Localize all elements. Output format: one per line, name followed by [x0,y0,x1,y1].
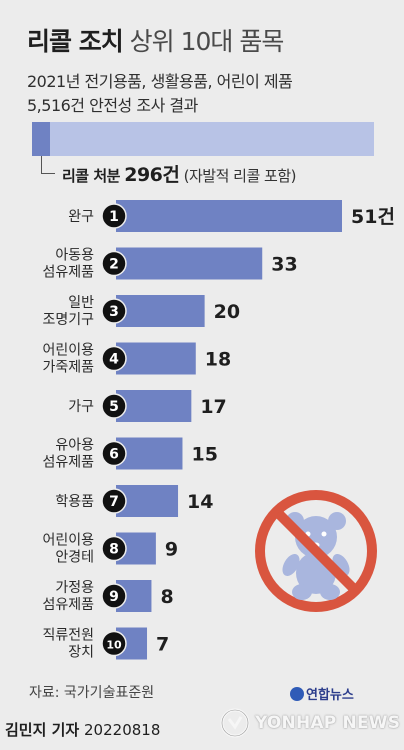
watermark: YONHAP NEWS [217,706,401,740]
category-label-6-line-1: 유아용 [55,438,94,454]
teddy-eye-right [321,531,327,537]
category-label-9-line-1: 가정용 [55,580,94,596]
rank-badge-4 [101,345,127,372]
title-light: 상위 10대 품목 [129,27,285,56]
rank-badge-9 [101,583,127,609]
rank-badge-6 [101,440,127,467]
category-label-10-line-1: 직류전원 [42,628,94,644]
watermark-text: YONHAP NEWS [255,713,401,733]
category-label-4-line-1: 어린이용 [42,343,94,359]
rank-number-8: 8 [109,542,119,558]
value-label-8: 9 [165,539,178,561]
publish-date: 20220818 [84,721,161,739]
rank-badge-3 [101,298,127,324]
logo-text: 연합뉴스 [306,688,354,703]
reporter-name: 김민지 기자 [5,721,80,739]
total-survey-bar [32,122,374,156]
category-label-7: 학용품 [55,494,94,510]
value-label-7: 14 [187,491,213,513]
total-recall-text: 리콜 처분 [62,167,120,185]
value-label-9: 8 [160,586,173,608]
total-connector-line [41,156,55,174]
rank-badge-1 [101,203,127,229]
total-recall-value: 296건 [124,164,180,186]
source-note: 자료: 국가기술표준원 [29,685,155,701]
bar-4 [116,342,196,375]
value-label-1: 51건 [351,206,395,228]
value-label-10: 7 [156,634,169,656]
category-label-8-line-2: 안경테 [55,550,94,566]
subtitle-line-2: 5,516건 안전성 조사 결과 [27,96,198,115]
category-label-2-line-1: 아동용 [55,248,94,264]
rank-number-9: 9 [109,589,119,605]
prohibit-slash [274,509,358,593]
no-teddy-bear-icon [255,490,377,612]
watermark-icon [220,708,250,738]
category-label-4-line-2: 가죽제품 [42,360,94,376]
rank-number-1: 1 [109,209,119,225]
byline: 김민지 기자 20220818 [5,719,160,740]
rank-badge-8 [101,535,127,562]
value-label-6: 15 [191,444,217,466]
rank-number-7: 7 [109,494,119,510]
category-label-1: 완구 [68,209,94,225]
category-label-5: 가구 [68,399,94,415]
value-label-2: 33 [271,254,297,276]
total-recall-label: 리콜 처분 296건 (자발적 리콜 포함) [62,160,297,187]
teddy-arm-left [282,554,300,576]
bar-6 [116,437,183,470]
title-strong: 리콜 조치 [27,27,124,56]
bar-3 [116,295,205,327]
rank-badge-5 [101,393,127,419]
rank-badge-10 [101,630,127,657]
total-recall-bar [32,122,51,156]
category-label-9-line-2: 섬유제품 [42,597,94,613]
chart-title: 리콜 조치 상위 10대 품목 [27,22,285,58]
category-label-3-line-1: 일반 [68,295,94,311]
subtitle-line-1: 2021년 전기용품, 생활용품, 어린이 제품 [27,72,293,91]
rank-number-2: 2 [109,257,119,273]
bar-2 [116,247,263,280]
yonhap-logo-icon [290,687,304,701]
bar-5 [116,390,192,422]
rank-badge-7 [101,488,127,514]
footer [0,706,404,750]
rank-number-10: 10 [106,639,122,652]
yonhap-logo: 연합뉴스 [290,684,354,703]
value-label-5: 17 [200,396,226,418]
bar-1 [116,200,342,232]
category-label-2-line-2: 섬유제품 [42,265,94,281]
rank-badge-2 [101,250,127,277]
teddy-leg-right [320,584,340,600]
category-label-3-line-2: 조명기구 [42,312,94,328]
teddy-leg-left [292,584,312,600]
rank-number-5: 5 [109,399,119,415]
value-label-3: 20 [214,301,240,323]
category-label-8-line-1: 어린이용 [42,533,94,549]
category-label-10-line-2: 장치 [68,645,94,661]
total-recall-note: (자발적 리콜 포함) [183,167,297,185]
rank-number-6: 6 [109,447,119,463]
rank-number-3: 3 [109,304,119,320]
category-label-6-line-2: 섬유제품 [42,455,94,471]
value-label-4: 18 [205,349,231,371]
rank-number-4: 4 [109,352,119,368]
